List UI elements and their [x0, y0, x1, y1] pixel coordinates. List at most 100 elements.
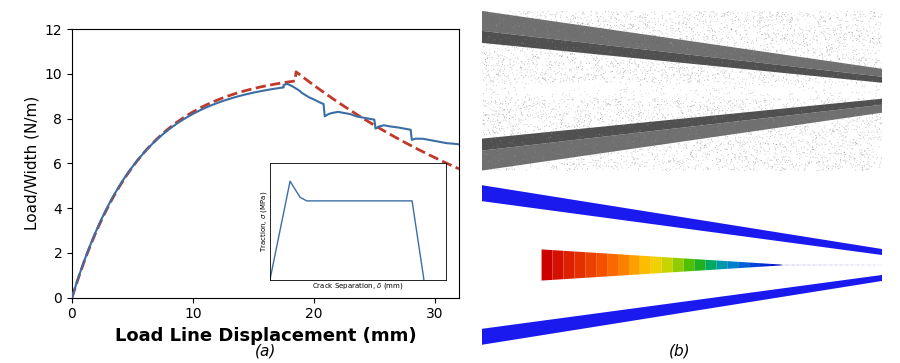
Point [846, 74, 860, 80]
Point [577, 123, 591, 129]
Point [487, 29, 501, 35]
Point [599, 50, 614, 56]
Point [599, 42, 614, 48]
Point [560, 34, 574, 40]
Point [835, 138, 850, 144]
Point [559, 66, 573, 72]
Point [813, 46, 827, 52]
Point [850, 77, 865, 83]
Point [582, 23, 597, 28]
Point [637, 77, 652, 82]
Point [772, 62, 787, 68]
Point [697, 123, 711, 129]
Point [633, 99, 647, 105]
Point [632, 64, 646, 70]
Point [555, 142, 570, 147]
Point [875, 78, 889, 84]
Point [568, 16, 582, 21]
Point [786, 68, 800, 74]
Point [872, 48, 886, 53]
Point [767, 141, 781, 147]
Point [569, 56, 583, 61]
Point [580, 21, 595, 27]
Point [800, 46, 814, 52]
Point [703, 105, 717, 111]
Point [809, 135, 824, 140]
Point [691, 148, 706, 154]
Point [715, 152, 729, 158]
Point [488, 167, 502, 173]
Point [673, 133, 688, 139]
Point [487, 89, 501, 95]
Point [498, 67, 512, 73]
Point [549, 18, 563, 24]
Point [716, 142, 731, 148]
Point [767, 126, 781, 132]
Point [814, 153, 828, 159]
Point [511, 119, 526, 125]
Point [544, 135, 558, 140]
Point [802, 20, 816, 26]
Point [609, 122, 624, 127]
Point [592, 65, 607, 70]
Point [863, 38, 878, 44]
Point [796, 76, 810, 82]
Point [767, 97, 781, 102]
Point [814, 65, 828, 71]
Point [758, 96, 772, 102]
Point [668, 125, 682, 130]
Point [773, 107, 788, 113]
Point [647, 29, 662, 35]
Point [482, 60, 497, 65]
Point [739, 156, 753, 162]
Point [479, 49, 493, 55]
Point [482, 49, 497, 55]
Point [753, 150, 768, 156]
Point [730, 31, 744, 37]
Point [529, 159, 544, 164]
Point [570, 150, 584, 156]
Point [616, 104, 631, 110]
Point [869, 83, 884, 89]
Point [802, 111, 816, 117]
Point [518, 99, 532, 105]
Point [521, 25, 535, 30]
Point [507, 148, 521, 154]
Point [758, 98, 772, 103]
Point [615, 75, 629, 81]
Point [525, 147, 539, 153]
Point [609, 138, 624, 144]
Point [653, 140, 668, 146]
Point [738, 53, 752, 59]
Point [500, 118, 514, 124]
Point [697, 167, 711, 172]
Point [875, 119, 889, 125]
Point [685, 115, 699, 121]
Point [672, 13, 687, 19]
Point [761, 128, 776, 134]
Point [761, 17, 776, 23]
Point [562, 75, 577, 81]
Point [484, 54, 499, 60]
Point [689, 23, 704, 28]
Point [545, 39, 560, 45]
Point [842, 142, 857, 148]
Point [647, 156, 662, 162]
Point [627, 106, 642, 112]
Point [814, 142, 828, 148]
Point [606, 64, 620, 70]
Point [604, 15, 618, 21]
Point [649, 99, 663, 105]
Point [844, 60, 859, 66]
Point [807, 24, 822, 30]
Point [609, 16, 624, 22]
Point [670, 161, 684, 167]
Point [695, 66, 709, 72]
Point [655, 96, 670, 102]
Point [530, 39, 544, 45]
Point [491, 67, 505, 73]
Point [608, 53, 622, 59]
Point [704, 131, 718, 136]
Point [854, 79, 868, 85]
Point [823, 52, 837, 57]
